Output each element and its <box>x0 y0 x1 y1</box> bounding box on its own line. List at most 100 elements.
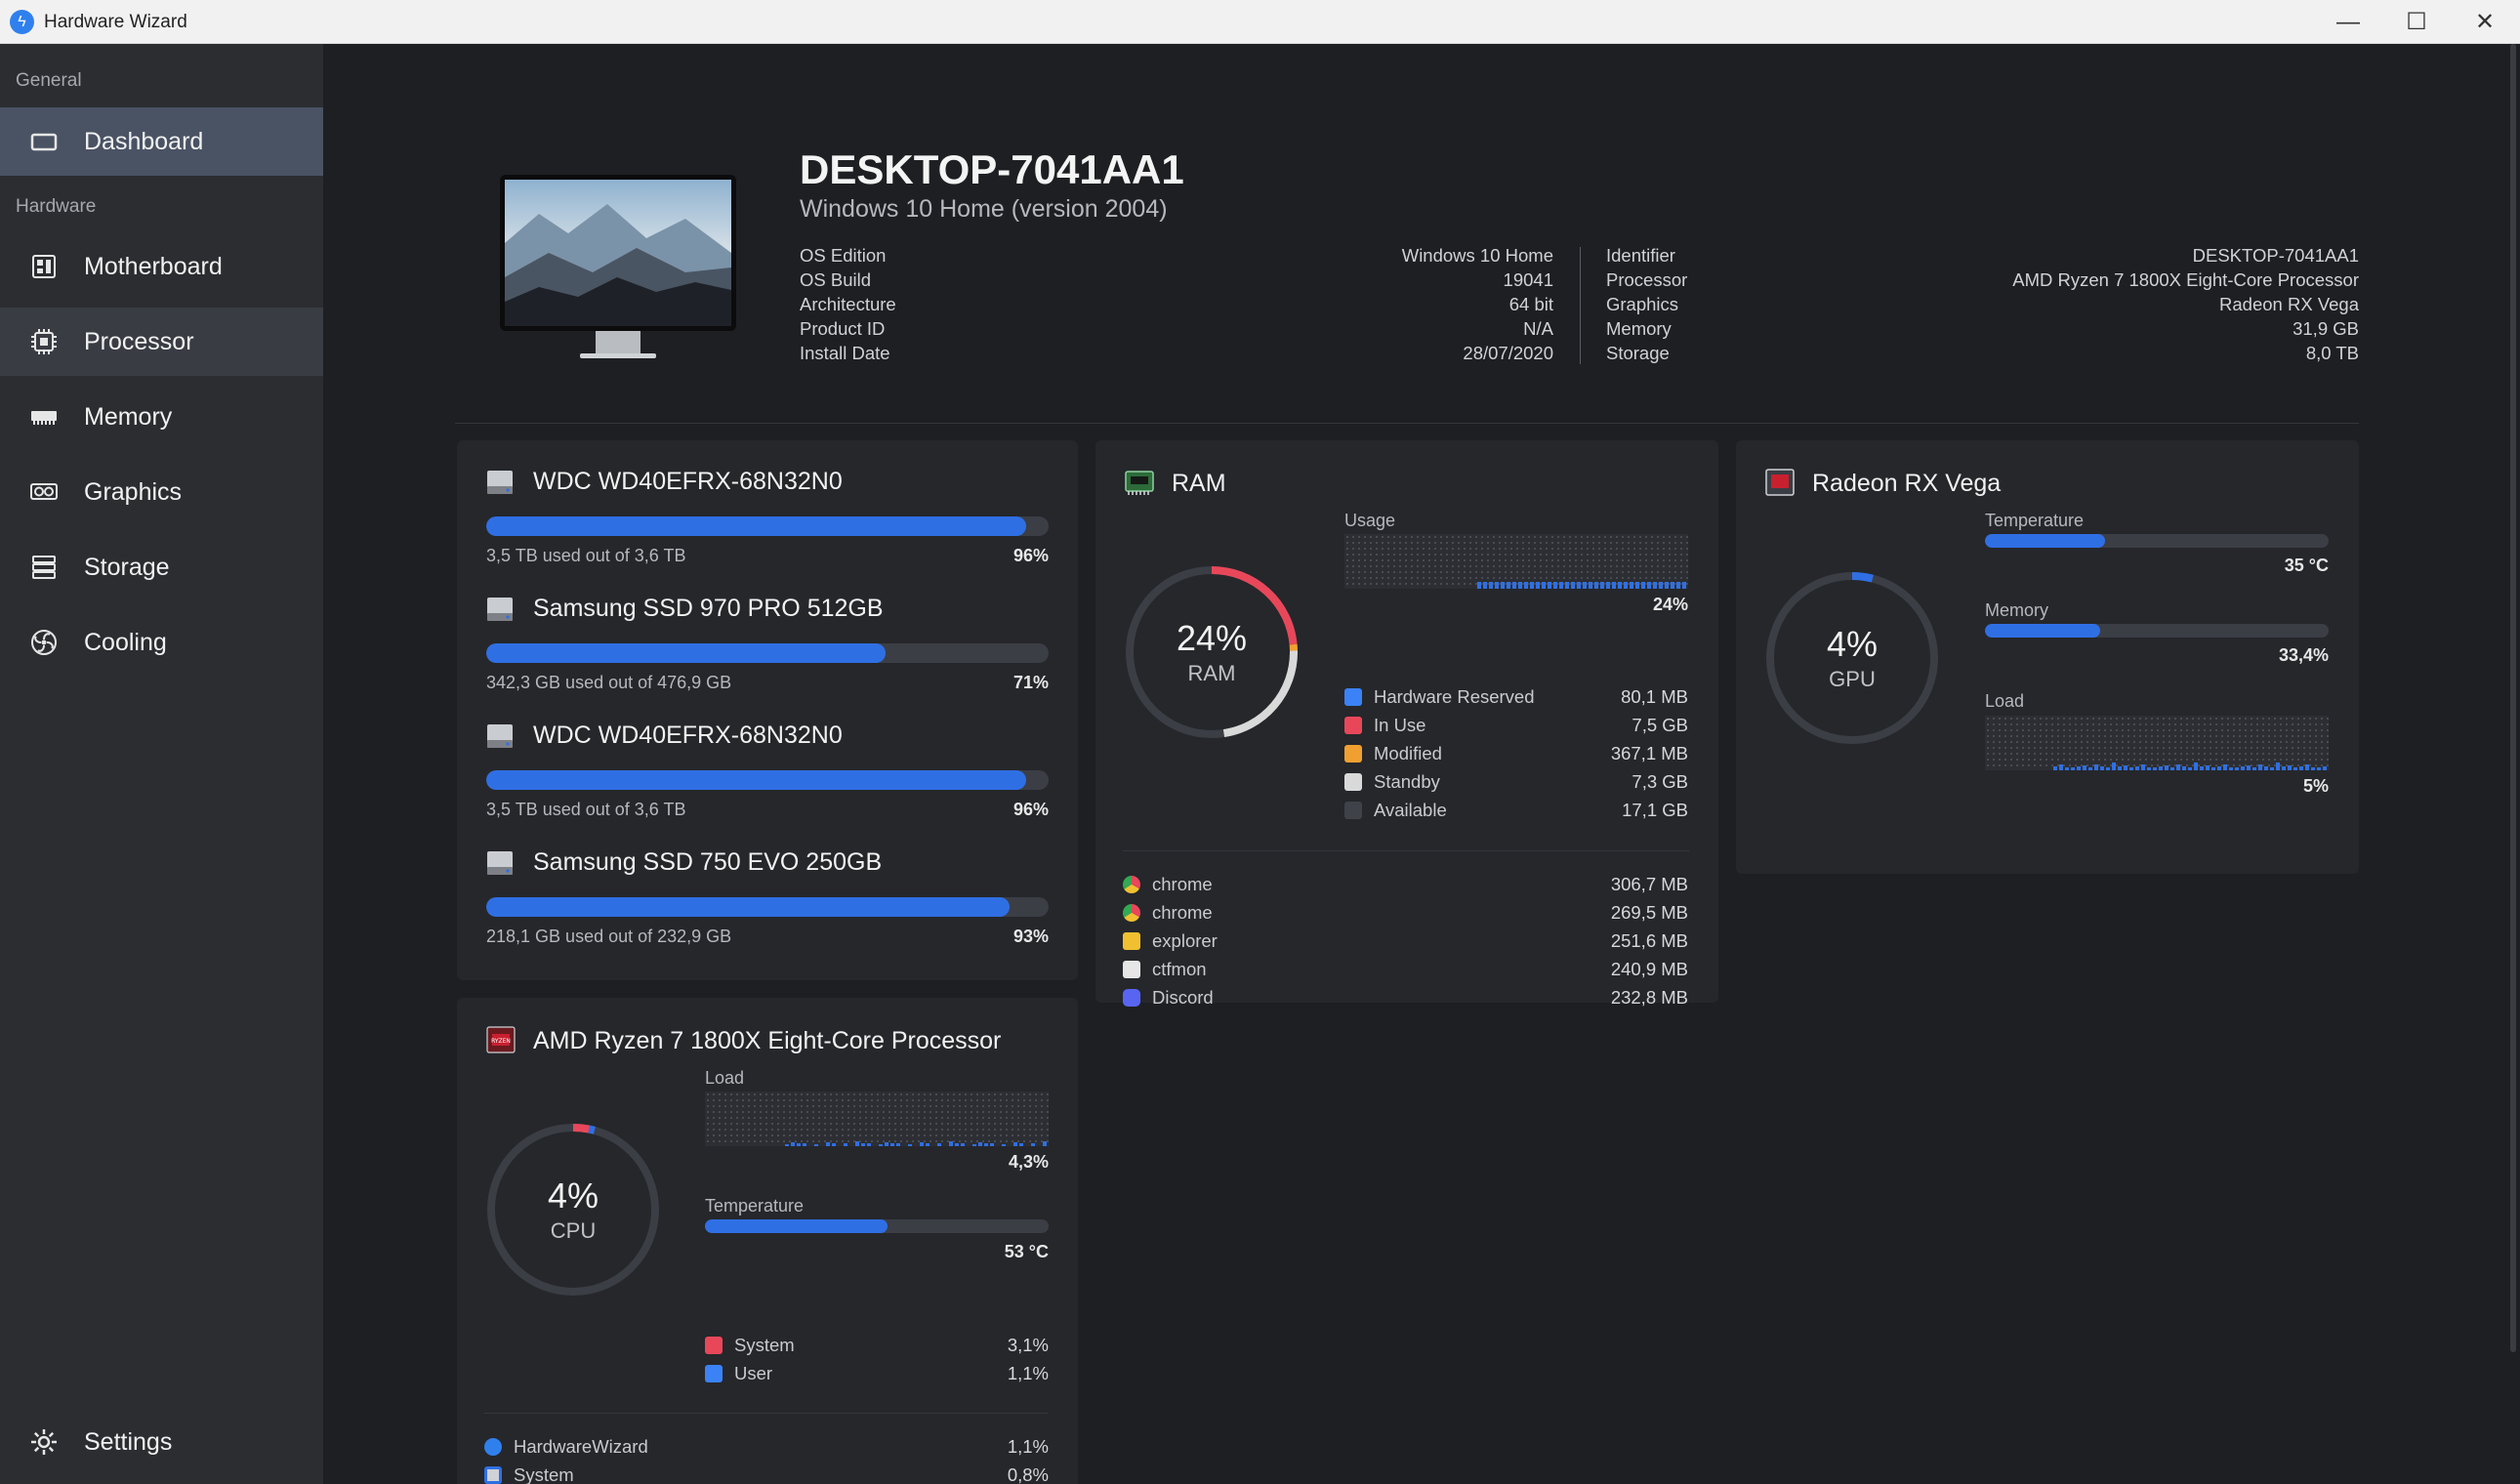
sparkline-bar <box>814 1144 818 1146</box>
sparkline-bar <box>937 1143 941 1146</box>
info-label: Install Date <box>800 343 890 363</box>
sparkline-bar <box>2106 767 2110 770</box>
drive-usage-text: 3,5 TB used out of 3,6 TB <box>486 546 686 565</box>
sparkline-bar <box>972 1144 976 1146</box>
sparkline-bar <box>908 1144 912 1146</box>
sparkline-bar <box>2200 766 2204 770</box>
legend-label: System <box>734 1335 795 1355</box>
legend-label: Standby <box>1374 771 1440 792</box>
ram-gauge-ring <box>1126 566 1298 738</box>
drive-usage-fill <box>486 516 1026 536</box>
legend-item: Available <box>1344 800 1447 821</box>
drive-usage-percent: 96% <box>1012 800 1049 819</box>
sparkline-bar <box>1630 582 1633 589</box>
gpu-card[interactable]: Radeon RX Vega 4% GPU Temperature 35 °C … <box>1736 440 2359 874</box>
cpu-card[interactable]: RYZEN AMD Ryzen 7 1800X Eight-Core Proce… <box>457 998 1078 1484</box>
svg-text:RYZEN: RYZEN <box>491 1038 511 1045</box>
storage-icon <box>27 551 61 584</box>
ram-divider <box>1123 850 1689 851</box>
sparkline-bar <box>879 1144 883 1146</box>
sparkline-bar <box>2088 767 2092 770</box>
sparkline-bar <box>1589 582 1592 589</box>
os-info-values: Windows 10 Home 19041 64 bit N/A 28/07/2… <box>1300 243 1553 365</box>
sparkline-bar <box>2165 765 2169 770</box>
sparkline-bar <box>1571 582 1575 589</box>
legend-swatch <box>1344 688 1362 706</box>
close-button[interactable]: ✕ <box>2474 9 2496 35</box>
gpu-title: Radeon RX Vega <box>1812 470 2002 497</box>
info-value: 31,9 GB <box>2293 318 2359 339</box>
sparkline-bar <box>797 1143 801 1146</box>
info-label: Storage <box>1606 343 1670 363</box>
info-value: 64 bit <box>1508 294 1553 314</box>
process-row[interactable]: System <box>484 1464 574 1484</box>
process-row[interactable]: chrome <box>1123 874 1213 895</box>
process-row[interactable]: chrome <box>1123 902 1213 924</box>
info-label: Graphics <box>1606 294 1679 314</box>
app-icon <box>484 1438 502 1456</box>
sidebar-item-motherboard[interactable]: Motherboard <box>0 232 323 301</box>
sparkline-bar <box>1682 582 1686 589</box>
legend-item: Standby <box>1344 771 1440 793</box>
scrollbar[interactable] <box>2510 44 2516 1352</box>
ram-title: RAM <box>1172 470 1226 497</box>
maximize-button[interactable]: ☐ <box>2406 9 2427 35</box>
legend-value: 17,1 GB <box>1622 800 1688 820</box>
sparkline-bar <box>2229 767 2233 770</box>
minimize-button[interactable]: — <box>2336 8 2360 35</box>
sparkline-bar <box>2211 767 2215 770</box>
gpu-memory-bar <box>1985 624 2329 638</box>
sidebar-item-processor[interactable]: Processor <box>0 308 323 376</box>
sparkline-bar <box>1647 582 1651 589</box>
cpu-gauge: 4% CPU <box>484 1121 662 1298</box>
main-content: DESKTOP-7041AA1 Windows 10 Home (version… <box>323 44 2520 1484</box>
sparkline-bar <box>2100 766 2104 770</box>
info-value: DESKTOP-7041AA1 <box>2192 245 2359 266</box>
settings-label: Settings <box>84 1427 173 1456</box>
legend-value: 3,1% <box>1007 1335 1049 1355</box>
storage-card[interactable]: WDC WD40EFRX-68N32N0 3,5 TB used out of 3… <box>457 440 1078 980</box>
sparkline-bar <box>926 1143 930 1146</box>
process-value: 232,8 MB <box>1610 987 1688 1008</box>
process-row[interactable]: ctfmon <box>1123 959 1207 980</box>
settings-button[interactable]: Settings <box>0 1408 323 1476</box>
monitor-icon <box>27 125 61 158</box>
drive-name: Samsung SSD 750 EVO 250GB <box>533 848 883 876</box>
sparkline-bar <box>990 1143 994 1146</box>
hard-drive-icon <box>486 597 514 622</box>
drive-usage-text: 3,5 TB used out of 3,6 TB <box>486 800 686 819</box>
process-row[interactable]: explorer <box>1123 930 1218 952</box>
sparkline-bar <box>1665 582 1669 589</box>
sparkline-bar <box>2323 766 2327 770</box>
sparkline-bar <box>2311 767 2315 770</box>
info-label: Product ID <box>800 318 886 339</box>
sidebar-item-cooling[interactable]: Cooling <box>0 608 323 677</box>
sparkline-bar <box>885 1142 888 1146</box>
legend-swatch <box>1344 773 1362 791</box>
hard-drive-icon <box>486 850 514 876</box>
hard-drive-icon <box>486 723 514 749</box>
chrome-icon <box>1123 876 1140 893</box>
sparkline-bar <box>896 1143 900 1146</box>
sidebar-item-storage[interactable]: Storage <box>0 533 323 601</box>
hostname: DESKTOP-7041AA1 <box>800 146 1184 192</box>
sidebar-item-dashboard[interactable]: Dashboard <box>0 107 323 176</box>
sparkline-bar <box>2223 764 2227 770</box>
sparkline-bar <box>1641 582 1645 589</box>
sparkline-bar <box>2317 767 2321 770</box>
process-name: System <box>514 1464 574 1484</box>
legend-value: 1,1% <box>1007 1363 1049 1383</box>
process-value: 0,8% <box>1007 1464 1049 1484</box>
sparkline-bar <box>984 1143 988 1146</box>
sparkline-bar <box>2135 766 2139 770</box>
drive-usage-bar <box>486 643 1049 663</box>
sidebar-item-memory[interactable]: Memory <box>0 383 323 451</box>
sparkline-bar <box>2241 766 2245 770</box>
process-row[interactable]: HardwareWizard <box>484 1436 648 1458</box>
ram-card[interactable]: RAM 24% RAM Usage 24% Hardware Reserved 8… <box>1095 440 1718 1008</box>
process-row[interactable]: Discord <box>1123 987 1214 1009</box>
sidebar-item-graphics[interactable]: Graphics <box>0 458 323 526</box>
gpu-gauge-value: 4% <box>1826 624 1879 664</box>
ram-gauge: 24% RAM <box>1123 563 1301 741</box>
legend-swatch <box>1344 745 1362 763</box>
